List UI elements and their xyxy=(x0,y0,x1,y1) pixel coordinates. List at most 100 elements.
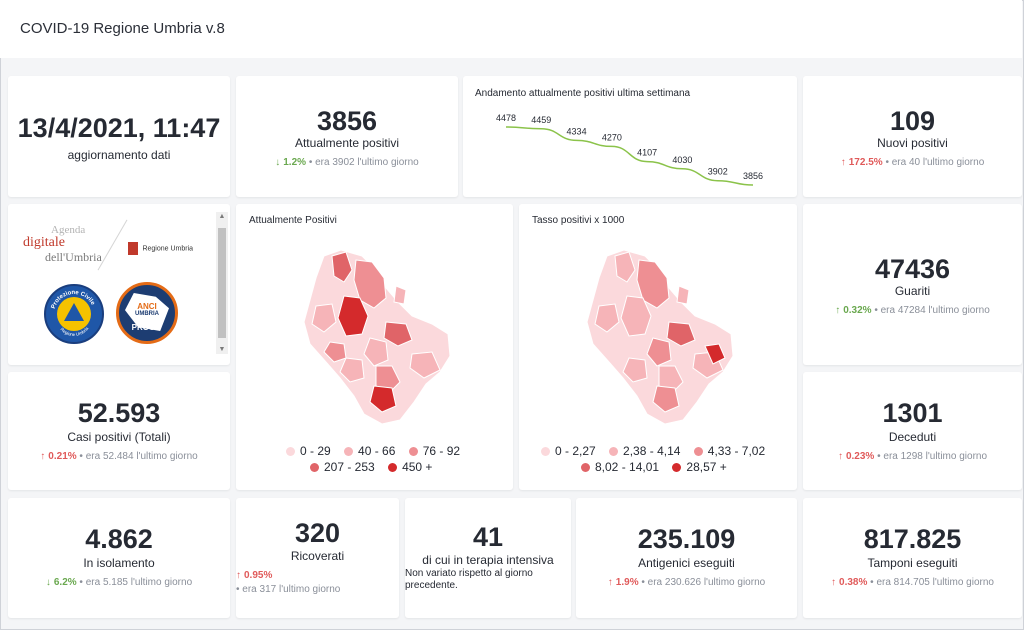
nuovi-pct: 172.5% xyxy=(848,157,883,168)
guariti-value: 47436 xyxy=(874,254,951,284)
legend-item[interactable]: 40 - 66 xyxy=(344,444,395,458)
tamponi-change: ↑ 0.38% • era 814.705 l'ultimo giorno xyxy=(831,577,994,588)
guariti-prev: era 47284 l'ultimo giorno xyxy=(880,305,990,316)
casi-value: 52.593 xyxy=(77,398,161,428)
antigenici-change: ↑ 1.9% • era 230.626 l'ultimo giorno xyxy=(607,577,766,588)
ricoverati-value: 320 xyxy=(294,518,341,548)
attuali-pct: 1.2% xyxy=(283,157,307,168)
isolamento-card: 4.862 In isolamento ↓ 6.2% • era 5.185 l'… xyxy=(8,498,230,618)
map-tasso-legend: 0 - 2,27 2,38 - 4,14 4,33 - 7,02 xyxy=(541,444,775,458)
map-attuali-title: Attualmente Positivi xyxy=(249,215,337,226)
scroll-thumb[interactable] xyxy=(218,228,226,338)
arrow-up-icon: ↑ xyxy=(840,157,846,168)
isolamento-prev: era 5.185 l'ultimo giorno xyxy=(85,577,193,588)
casi-label: Casi positivi (Totali) xyxy=(67,430,171,444)
update-card: 13/4/2021, 11:47 aggiornamento dati xyxy=(8,76,230,197)
antigenici-value: 235.109 xyxy=(637,524,736,554)
legend-item[interactable]: 207 - 253 xyxy=(310,460,375,474)
page-title: COVID-19 Regione Umbria v.8 xyxy=(20,20,225,37)
legend-item[interactable]: 0 - 2,27 xyxy=(541,444,596,458)
update-label: aggiornamento dati xyxy=(67,148,171,162)
intensiva-value: 41 xyxy=(472,522,504,552)
guariti-label: Guariti xyxy=(894,284,931,298)
logos-card: Agenda digitale dell'Umbria Regione Umbr… xyxy=(8,204,230,365)
antigenici-label: Antigenici eseguiti xyxy=(638,556,735,570)
ricoverati-card: 320 Ricoverati ↑ 0.95% • era 317 l'ultimo… xyxy=(236,498,399,618)
ricoverati-change: ↑ 0.95% xyxy=(236,570,272,581)
update-datetime: 13/4/2021, 11:47 xyxy=(17,113,221,143)
anci-prociv-logo: ANCI UMBRIA PROCIV xyxy=(116,282,178,344)
regione-umbria-emblem xyxy=(128,242,138,256)
trend-chart: 4478 4459 4334 4270 4107 4030 3902 3856 xyxy=(496,113,763,186)
isolamento-change: ↓ 6.2% • era 5.185 l'ultimo giorno xyxy=(45,577,193,588)
arrow-up-icon: ↑ xyxy=(236,570,241,581)
nuovi-prev: era 40 l'ultimo giorno xyxy=(891,157,985,168)
legend-item[interactable]: 450 + xyxy=(388,460,432,474)
deceduti-value: 1301 xyxy=(882,398,943,428)
logos-scrollbar[interactable]: ▲ ▼ xyxy=(216,212,228,354)
deceduti-prev: era 1298 l'ultimo giorno xyxy=(883,451,988,462)
isolamento-value: 4.862 xyxy=(85,524,153,554)
map-tasso-legend-row2: 8,02 - 14,01 28,57 + xyxy=(581,460,737,474)
map-attuali-legend: 0 - 29 40 - 66 76 - 92 xyxy=(286,444,470,458)
trend-data-label: 4334 xyxy=(567,126,587,136)
deceduti-change: ↑ 0.23% • era 1298 l'ultimo giorno xyxy=(837,451,988,462)
scroll-up-icon[interactable]: ▲ xyxy=(218,213,226,220)
legend-item[interactable]: 0 - 29 xyxy=(286,444,331,458)
isolamento-pct: 6.2% xyxy=(53,577,77,588)
arrow-down-icon: ↓ xyxy=(275,157,281,168)
antigenici-prev: era 230.626 l'ultimo giorno xyxy=(647,577,766,588)
deceduti-pct: 0.23% xyxy=(845,451,875,462)
ricoverati-pct: 0.95% xyxy=(244,570,273,581)
intensiva-note: Non variato rispetto al giorno precedent… xyxy=(405,568,533,591)
intensiva-label: di cui in terapia intensiva xyxy=(422,553,554,567)
map-tasso-title: Tasso positivi x 1000 xyxy=(532,215,625,226)
arrow-up-icon: ↑ xyxy=(837,451,843,462)
trend-data-label: 4107 xyxy=(637,148,657,158)
casi-prev: era 52.484 l'ultimo giorno xyxy=(85,451,198,462)
map-attuali-card: Attualmente Positivi 0 - 29 40 - 66 76 -… xyxy=(236,204,513,490)
tamponi-prev: era 814.705 l'ultimo giorno xyxy=(876,577,994,588)
casi-change: ↑ 0.21% • era 52.484 l'ultimo giorno xyxy=(40,451,198,462)
trend-data-label: 4478 xyxy=(496,113,516,123)
ricoverati-label: Ricoverati xyxy=(290,549,345,563)
nuovi-card: 109 Nuovi positivi ↑ 172.5% • era 40 l'ul… xyxy=(803,76,1022,197)
tamponi-pct: 0.38% xyxy=(839,577,868,588)
nuovi-value: 109 xyxy=(889,106,936,136)
tamponi-card: 817.825 Tamponi eseguiti ↑ 0.38% • era 81… xyxy=(803,498,1022,618)
arrow-up-icon: ↑ xyxy=(835,305,841,316)
arrow-down-icon: ↓ xyxy=(45,577,51,588)
legend-item[interactable]: 28,57 + xyxy=(672,460,727,474)
guariti-change: ↑ 0.32% • era 47284 l'ultimo giorno xyxy=(835,305,990,316)
guariti-card: 47436 Guariti ↑ 0.32% • era 47284 l'ultim… xyxy=(803,204,1022,365)
app-header: COVID-19 Regione Umbria v.8 xyxy=(0,0,1022,58)
trend-data-label: 4030 xyxy=(672,155,692,165)
trend-series-line xyxy=(505,126,754,186)
trend-data-label: 4459 xyxy=(531,115,551,125)
scroll-down-icon[interactable]: ▼ xyxy=(218,346,226,353)
attuali-card: 3856 Attualmente positivi ↓ 1.2% • era 39… xyxy=(236,76,458,197)
ricoverati-prev: era 317 l'ultimo giorno xyxy=(242,584,341,595)
isolamento-label: In isolamento xyxy=(83,556,155,570)
trend-data-label: 4270 xyxy=(602,132,622,142)
deceduti-card: 1301 Deceduti ↑ 0.23% • era 1298 l'ultimo… xyxy=(803,372,1022,490)
legend-item[interactable]: 76 - 92 xyxy=(408,444,460,458)
antigenici-card: 235.109 Antigenici eseguiti ↑ 1.9% • era … xyxy=(576,498,797,618)
attuali-change: ↓ 1.2% • era 3902 l'ultimo giorno xyxy=(275,157,419,168)
map-tasso[interactable] xyxy=(519,226,797,446)
attuali-label: Attualmente positivi xyxy=(294,136,400,150)
regione-umbria-logo: Regione Umbria xyxy=(128,240,193,258)
intensiva-card: 41 di cui in terapia intensiva Non varia… xyxy=(405,498,571,618)
antigenici-pct: 1.9% xyxy=(615,577,639,588)
legend-item[interactable]: 4,33 - 7,02 xyxy=(693,444,765,458)
map-tasso-card: Tasso positivi x 1000 0 - 2,27 2,38 - 4,… xyxy=(519,204,797,490)
legend-item[interactable]: 2,38 - 4,14 xyxy=(609,444,680,458)
tamponi-label: Tamponi eseguiti xyxy=(867,556,958,570)
nuovi-label: Nuovi positivi xyxy=(877,136,948,150)
ricoverati-prev-line: • era 317 l'ultimo giorno xyxy=(236,584,341,595)
legend-item[interactable]: 8,02 - 14,01 xyxy=(581,460,659,474)
map-attuali[interactable] xyxy=(236,226,513,446)
guariti-pct: 0.32% xyxy=(843,305,872,316)
deceduti-label: Deceduti xyxy=(888,430,937,444)
arrow-up-icon: ↑ xyxy=(607,577,613,588)
